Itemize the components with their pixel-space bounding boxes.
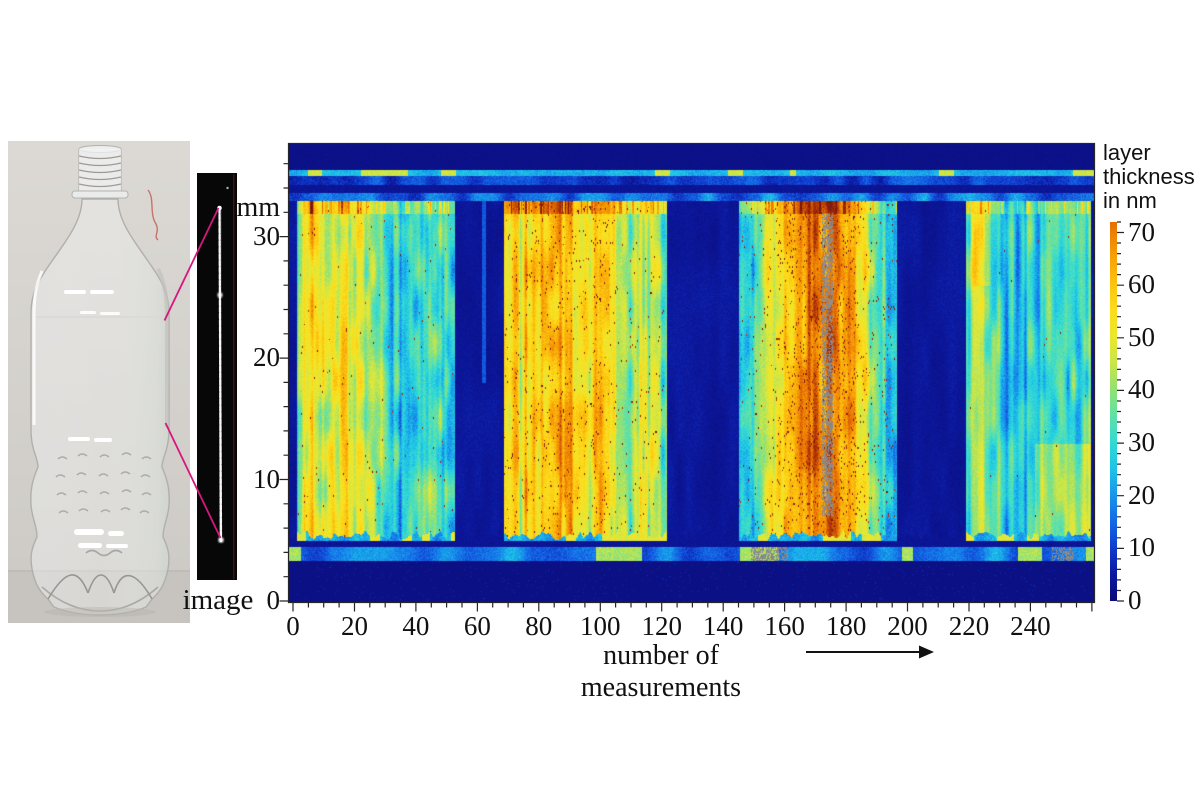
petaloid-base (41, 574, 159, 612)
bottle-illustration (30, 145, 170, 617)
x-tick-label: 20 (340, 611, 368, 641)
x-tick-label: 180 (825, 611, 867, 641)
strip-speck (226, 186, 229, 190)
colorbar-ticks (1117, 221, 1124, 602)
colorbar-tick-label: 10 (1128, 532, 1155, 563)
x-tick-label: 0 (286, 611, 300, 641)
x-tick-label: 240 (1010, 611, 1051, 641)
reflection-highlights (64, 290, 128, 548)
x-axis-arrow-head (919, 645, 934, 659)
thread-ridges (78, 155, 122, 188)
bottle-photo (8, 141, 237, 623)
red-marker-scribble (147, 189, 159, 241)
bottle-body (30, 198, 170, 616)
x-tick-label: 120 (641, 611, 682, 641)
connector-line-bottom (164, 422, 222, 539)
x-axis-label: number of measurements (580, 640, 742, 703)
colorbar-tick-label: 40 (1128, 374, 1155, 405)
colorbar-tick-label: 70 (1128, 216, 1155, 247)
colorbar-title: layer thickness in nm (1103, 141, 1200, 213)
x-tick-label: 200 (887, 611, 928, 641)
support-ring (71, 190, 129, 199)
connector-line-top (163, 207, 220, 321)
x-tick-label: 60 (463, 611, 491, 641)
strip-image-label: image (182, 584, 254, 616)
y-tick-label: 20 (253, 342, 280, 373)
x-tick-label: 100 (580, 611, 621, 641)
colorbar-title-line3: in nm (1103, 188, 1157, 213)
strip-bottom-dot (218, 537, 224, 543)
colorbar-tick-label: 50 (1128, 321, 1155, 352)
colorbar-tick-label: 0 (1128, 585, 1142, 615)
cross-section-strip (197, 173, 237, 580)
base-marking (85, 549, 123, 557)
y-axis-unit-label: mm (236, 192, 280, 223)
strip-background (197, 173, 237, 580)
neck-fill (79, 149, 121, 191)
x-tick-label: 220 (948, 611, 990, 641)
heatmap-canvas (288, 143, 1095, 603)
x-tick-label: 80 (525, 611, 553, 641)
colorbar-gradient (1110, 222, 1117, 601)
base-shadow (44, 607, 156, 617)
grip-dimples (55, 452, 152, 514)
strip-bright-blob (217, 292, 223, 298)
x-tick-label: 40 (402, 611, 430, 641)
x-tick-label: 160 (764, 611, 805, 641)
x-tick-label: 140 (702, 611, 744, 641)
strip-signal-line (218, 206, 223, 543)
colorbar-tick-label: 20 (1128, 479, 1155, 510)
colorbar-title-line1: layer (1103, 140, 1151, 165)
y-tick-label: 0 (266, 585, 281, 615)
colorbar-tick-label: 30 (1128, 427, 1155, 458)
colorbar-title-line2: thickness (1103, 164, 1195, 189)
right-shadow (156, 268, 169, 427)
y-tick-label: 10 (253, 463, 280, 494)
colorbar-tick-label: 60 (1128, 269, 1155, 300)
left-highlight (32, 270, 44, 425)
y-tick-label: 30 (253, 220, 280, 251)
